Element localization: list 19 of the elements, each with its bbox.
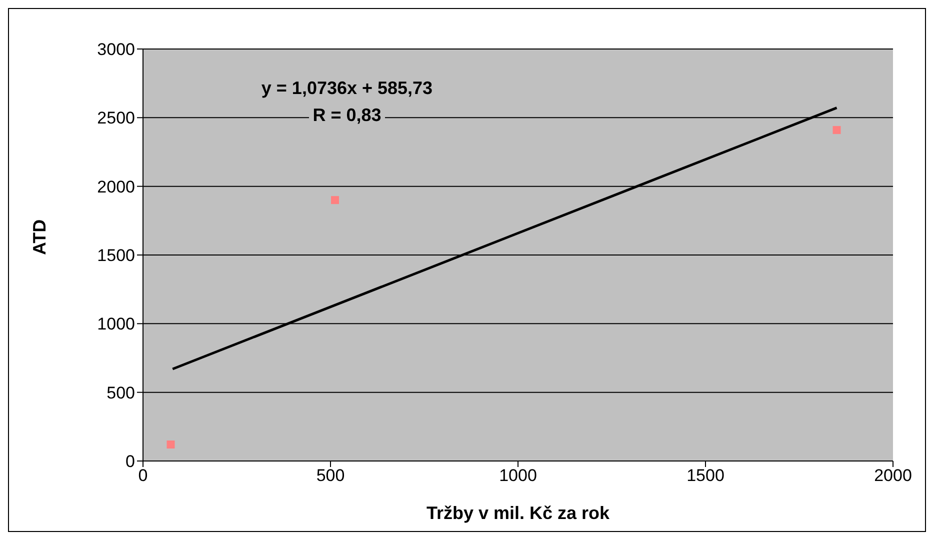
annotation: y = 1,0736x + 585,73 <box>257 78 437 98</box>
point <box>331 196 339 204</box>
y-tick-label: 2000 <box>97 177 135 196</box>
x-tick-label: 1500 <box>686 466 724 486</box>
x-tick-label: 1000 <box>499 466 537 486</box>
x-tick-label: 500 <box>316 466 345 486</box>
x-tick-label: 2000 <box>874 466 912 486</box>
y-tick-label: 500 <box>106 383 135 402</box>
y-tick-label: 1000 <box>97 314 135 334</box>
point <box>166 440 175 449</box>
y-axis-title: ATD <box>29 219 50 255</box>
y-tick-label: 3000 <box>97 40 135 60</box>
point <box>832 126 841 134</box>
x-tick-label: 0 <box>138 466 148 486</box>
annotation: R = 0,83 <box>308 105 386 125</box>
y-tick-label: 2500 <box>97 108 135 128</box>
y-tick-label: 0 <box>126 452 135 472</box>
x-axis-title: Tržby v mil. Kč za rok <box>426 503 611 523</box>
y-tick-label: 1500 <box>97 246 135 266</box>
